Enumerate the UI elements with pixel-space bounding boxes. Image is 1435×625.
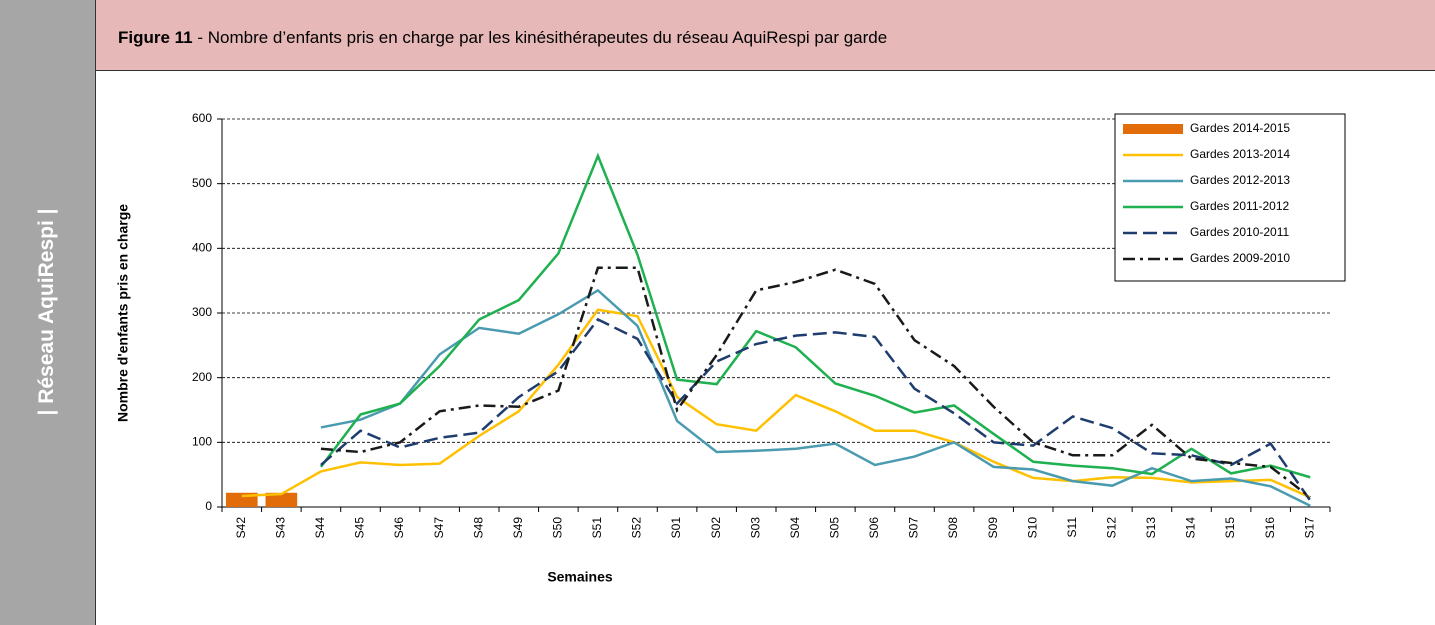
- legend-label: Gardes 2012-2013: [1190, 173, 1290, 187]
- y-axis-label: Nombre d'enfants pris en charge: [115, 204, 131, 422]
- chart-title: - Nombre d’enfants pris en charge par le…: [192, 28, 888, 47]
- y-tick-label: 400: [192, 241, 212, 255]
- legend-label: Gardes 2010-2011: [1190, 225, 1290, 239]
- x-tick-label: S43: [274, 517, 288, 539]
- y-tick-label: 500: [192, 176, 212, 190]
- x-tick-label: S48: [471, 517, 485, 539]
- x-tick-label: S05: [828, 517, 842, 539]
- legend-label: Gardes 2013-2014: [1190, 147, 1290, 161]
- x-tick-label: S11: [1065, 517, 1079, 538]
- figure-title: Figure 11 - Nombre d’enfants pris en cha…: [118, 28, 887, 48]
- x-tick-label: S06: [867, 517, 881, 539]
- figure-label: Figure 11: [118, 28, 193, 47]
- sidebar: | Réseau AquiRespi |: [0, 0, 96, 625]
- x-tick-label: S49: [511, 517, 525, 539]
- x-tick-label: S46: [392, 517, 406, 539]
- x-tick-label: S09: [986, 517, 1000, 539]
- line: [319, 152, 1311, 479]
- legend-label: Gardes 2011-2012: [1190, 199, 1290, 213]
- header: Figure 11 - Nombre d’enfants pris en cha…: [96, 0, 1435, 71]
- x-tick-label: S45: [353, 517, 367, 539]
- y-tick-label: 200: [192, 370, 212, 384]
- y-tick-label: 300: [192, 305, 212, 319]
- x-tick-label: S44: [313, 517, 327, 539]
- y-tick-label: 100: [192, 435, 212, 449]
- line: [320, 317, 1312, 502]
- bar: [265, 492, 298, 507]
- x-tick-label: S51: [590, 517, 604, 539]
- y-tick-label: 600: [192, 111, 212, 125]
- x-tick-label: S52: [630, 517, 644, 539]
- x-tick-label: S07: [907, 517, 921, 539]
- line: [320, 288, 1311, 507]
- x-tick-label: S50: [551, 517, 565, 539]
- x-tick-label: S14: [1184, 517, 1198, 539]
- legend-swatch: [1123, 124, 1183, 134]
- x-tick-label: S13: [1144, 517, 1158, 539]
- x-tick-label: S01: [669, 517, 683, 539]
- x-tick-label: S17: [1302, 517, 1316, 539]
- x-tick-label: S04: [788, 517, 802, 539]
- legend-box: [1114, 113, 1346, 282]
- x-tick-label: S42: [234, 517, 248, 539]
- x-tick-label: S16: [1263, 517, 1277, 539]
- legend-label: Gardes 2014-2015: [1190, 121, 1290, 135]
- legend-label: Gardes 2009-2010: [1190, 251, 1290, 265]
- x-tick-label: S12: [1105, 517, 1119, 539]
- x-tick-label: S15: [1223, 517, 1237, 539]
- x-tick-label: S47: [432, 517, 446, 539]
- x-axis-label: Semaines: [547, 569, 613, 585]
- line: [320, 266, 1311, 499]
- x-tick-label: S02: [709, 517, 723, 539]
- x-tick-label: S03: [748, 517, 762, 539]
- x-tick-label: S10: [1025, 517, 1039, 539]
- x-tick-label: S08: [946, 517, 960, 539]
- y-tick-label: 0: [205, 499, 212, 513]
